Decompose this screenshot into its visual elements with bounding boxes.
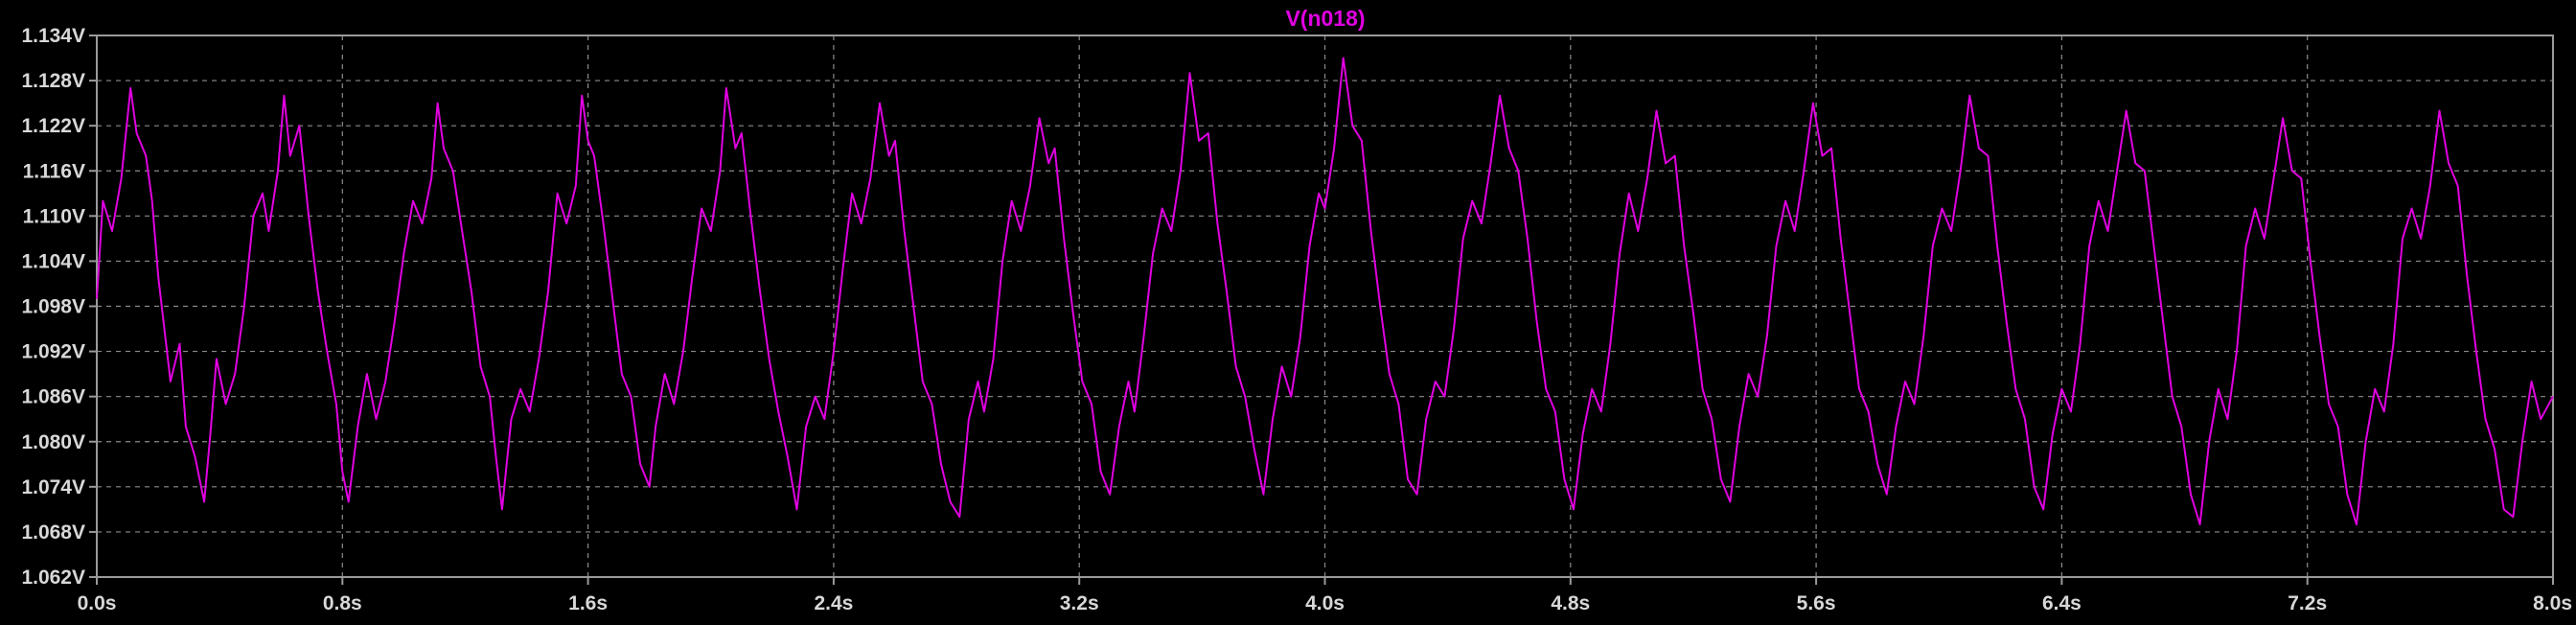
x-axis-ticks: 0.0s 0.8s 1.6s 2.4s 3.2s 4.0s 4.8s 5.6s 6.4s 7.2s…: [78, 577, 2572, 614]
x-tick-label: 4.8s: [1551, 592, 1590, 614]
x-tick-label: 5.6s: [1797, 592, 1836, 614]
x-tick-label: 6.4s: [2042, 592, 2082, 614]
x-tick-label: 8.0s: [2533, 592, 2572, 614]
grid: [97, 35, 2553, 577]
y-tick-label: 1.080V: [21, 431, 85, 453]
trace-title[interactable]: V(n018): [1285, 6, 1365, 31]
plot-frame: [96, 35, 2554, 578]
y-tick-label: 1.116V: [23, 160, 85, 182]
x-tick-label: 0.0s: [78, 592, 117, 614]
y-tick-label: 1.128V: [21, 70, 85, 92]
x-tick-label: 0.8s: [323, 592, 362, 614]
y-tick-label: 1.086V: [21, 386, 85, 408]
y-axis-ticks: 1.062V 1.068V 1.074V 1.080V 1.086V 1.092V 1.09…: [21, 25, 97, 589]
y-tick-label: 1.110V: [23, 205, 85, 227]
x-tick-label: 2.4s: [814, 592, 853, 614]
y-tick-label: 1.062V: [21, 567, 85, 589]
y-tick-label: 1.068V: [21, 521, 85, 544]
y-tick-label: 1.074V: [21, 476, 85, 498]
trace-layer: [96, 57, 2554, 526]
x-tick-label: 1.6s: [568, 592, 608, 614]
y-tick-label: 1.134V: [21, 25, 85, 47]
x-tick-label: 7.2s: [2288, 592, 2327, 614]
y-tick-label: 1.104V: [21, 250, 85, 272]
y-tick-label: 1.092V: [21, 341, 85, 363]
series-line-v-n018[interactable]: [96, 57, 2554, 526]
x-tick-label: 4.0s: [1305, 592, 1345, 614]
y-tick-label: 1.122V: [21, 115, 85, 137]
y-tick-label: 1.098V: [21, 296, 85, 318]
x-tick-label: 3.2s: [1060, 592, 1099, 614]
